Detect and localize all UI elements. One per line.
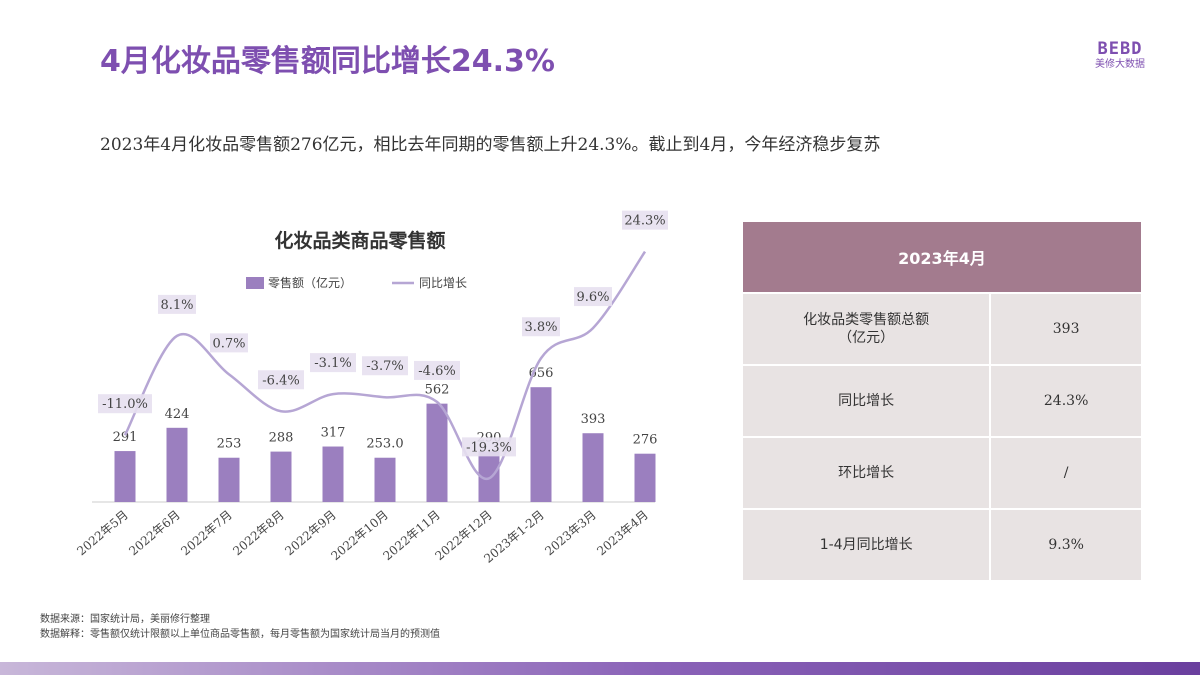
- bar-value-label: 424: [165, 407, 190, 422]
- bar: [582, 433, 604, 502]
- row-value: 9.3%: [990, 508, 1141, 580]
- bar: [478, 451, 500, 502]
- category-label: 2022年8月: [230, 508, 287, 559]
- growth-label-bg: [414, 360, 460, 380]
- row-key: 化妆品类零售额总额 （亿元）: [743, 292, 992, 365]
- page-title: 4月化妆品零售额同比增长24.3%: [100, 44, 555, 79]
- growth-label: 24.3%: [624, 214, 665, 229]
- row-key-line1: 化妆品类零售额总额: [803, 312, 930, 328]
- footer-bar: [0, 662, 1200, 675]
- brand-logo: BEBD 美修大数据: [1088, 40, 1152, 72]
- row-key: 同比增长: [743, 364, 992, 437]
- growth-label-bg: [258, 370, 304, 390]
- growth-label-bg: [522, 317, 560, 337]
- logo-mark: BEBD: [1097, 39, 1143, 59]
- bar: [426, 403, 448, 502]
- growth-label: 9.6%: [576, 290, 609, 305]
- bar: [530, 387, 552, 502]
- table-row: 环比增长 /: [743, 436, 1141, 509]
- category-label: 2022年6月: [126, 508, 183, 559]
- growth-label: 0.7%: [212, 336, 245, 351]
- page-subtitle: 2023年4月化妆品零售额276亿元，相比去年同期的零售额上升24.3%。截止到…: [100, 135, 881, 155]
- table-row: 同比增长 24.3%: [743, 364, 1141, 437]
- bar-value-label: 562: [425, 383, 450, 398]
- chart-title: 化妆品类商品零售额: [274, 229, 445, 252]
- bar: [374, 457, 396, 502]
- row-value: 393: [990, 292, 1141, 365]
- growth-label: 3.8%: [524, 320, 557, 335]
- growth-label-bg: [622, 210, 668, 230]
- growth-line: [123, 250, 647, 480]
- data-explain-note: 数据解释：零售额仅统计限额以上单位商品零售额，每月零售额为国家统计局当月的预测值: [40, 629, 440, 640]
- legend-bar-label: 零售额（亿元）: [268, 275, 352, 290]
- logo-text: 美修大数据: [1095, 59, 1145, 70]
- growth-label-bg: [574, 287, 612, 307]
- growth-label: 8.1%: [160, 298, 193, 313]
- bar-value-label: 276: [633, 433, 658, 448]
- growth-label-bg: [362, 356, 408, 376]
- category-label: 2023年3月: [542, 508, 599, 559]
- bar: [114, 451, 136, 502]
- growth-label-bg: [462, 437, 516, 457]
- legend-bar-swatch: [246, 277, 264, 289]
- category-label: 2022年5月: [74, 508, 131, 559]
- row-key: 1-4月同比增长: [743, 508, 992, 580]
- growth-label: -11.0%: [102, 397, 148, 412]
- bar: [270, 451, 292, 502]
- bar-value-label: 393: [581, 412, 606, 427]
- bar: [166, 427, 188, 502]
- growth-label: -4.6%: [418, 364, 455, 379]
- bar-value-label: 317: [321, 426, 346, 441]
- row-key: 环比增长: [743, 436, 992, 509]
- bar-value-label: 291: [113, 430, 138, 445]
- data-source-note: 数据来源：国家统计局，美丽修行整理: [40, 614, 210, 625]
- bar: [218, 457, 240, 502]
- growth-label-bg: [310, 353, 356, 373]
- growth-label: -3.1%: [314, 356, 351, 371]
- table-row: 1-4月同比增长 9.3%: [743, 508, 1141, 580]
- growth-label: -3.7%: [366, 359, 403, 374]
- table-row: 化妆品类零售额总额 （亿元） 393: [743, 292, 1141, 365]
- row-value: 24.3%: [990, 364, 1141, 437]
- table-header: 2023年4月: [743, 222, 1141, 293]
- growth-label-bg: [210, 333, 248, 353]
- bar-value-label: 253: [217, 437, 242, 452]
- row-value: /: [990, 436, 1141, 509]
- category-label: 2023年4月: [594, 508, 651, 559]
- bar-value-label: 253.0: [366, 437, 403, 452]
- bar-value-label: 288: [269, 431, 294, 446]
- growth-label: -6.4%: [262, 373, 299, 388]
- growth-label-bg: [158, 294, 196, 314]
- legend-line-label: 同比增长: [419, 276, 467, 290]
- bar: [634, 453, 656, 502]
- row-key-line2: （亿元）: [838, 330, 895, 346]
- growth-label-bg: [98, 394, 152, 414]
- category-label: 2022年7月: [178, 508, 235, 559]
- bar: [322, 446, 344, 502]
- growth-label: -19.3%: [466, 440, 512, 455]
- summary-table: 2023年4月 化妆品类零售额总额 （亿元） 393 同比增长 24.3% 环比…: [743, 222, 1141, 580]
- footnotes: 数据来源：国家统计局，美丽修行整理 数据解释：零售额仅统计限额以上单位商品零售额…: [40, 612, 440, 642]
